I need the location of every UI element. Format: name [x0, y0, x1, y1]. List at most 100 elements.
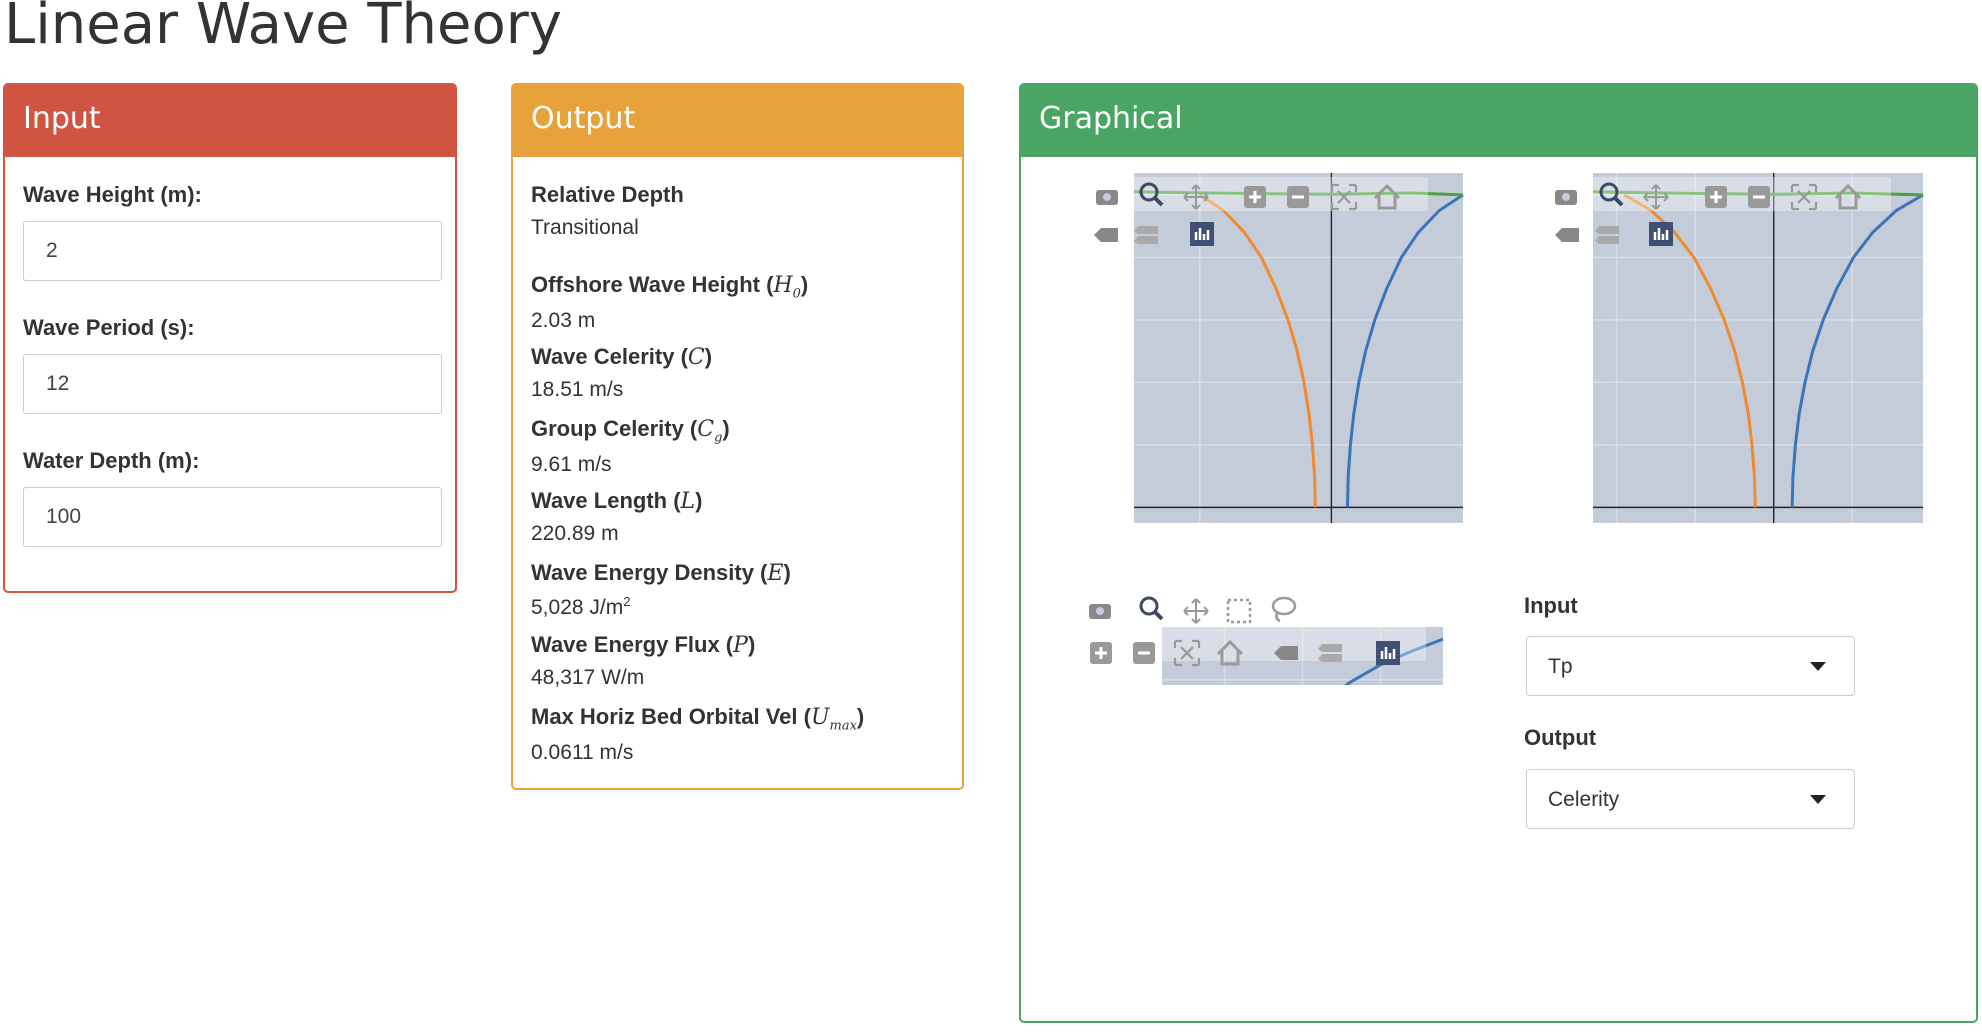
output-panel-heading: Output	[513, 85, 962, 157]
logo-box	[1190, 222, 1214, 246]
zoom-icon[interactable]	[1139, 182, 1164, 207]
orbital-velocity-chart[interactable]	[1021, 85, 1976, 685]
plot-background-1[interactable]	[1593, 173, 1923, 523]
group-celerity-block: Group Celerity (Cg) 9.61 m/s	[531, 416, 730, 477]
input-panel-heading: Input	[5, 85, 455, 157]
zoom-out-icon[interactable]	[1748, 186, 1770, 208]
logo-bars	[1380, 647, 1396, 659]
wave-celerity-block: Wave Celerity (C) 18.51 m/s	[531, 344, 712, 402]
zoom-in-icon[interactable]	[1090, 642, 1112, 664]
zoom-out-icon[interactable]	[1287, 186, 1309, 208]
zoom-out-icon[interactable]	[1133, 642, 1155, 664]
home-icon[interactable]	[1216, 639, 1244, 666]
pan-icon[interactable]	[1183, 184, 1209, 210]
bed-orbital-vel-block: Max Horiz Bed Orbital Vel (Umax) 0.0611 …	[531, 704, 864, 765]
water-depth-input[interactable]	[23, 487, 442, 547]
wave-height-input[interactable]	[23, 221, 442, 281]
tags	[1134, 226, 1158, 244]
arrows	[1643, 184, 1669, 210]
frame	[1173, 639, 1201, 667]
plus	[1095, 647, 1107, 659]
logo-box	[1376, 641, 1400, 665]
energy-density-value: 5,028 J/m	[531, 596, 624, 619]
wave-length-value: 220.89 m	[531, 522, 619, 545]
autoscale-icon[interactable]	[1790, 183, 1818, 211]
logo-bars	[1194, 228, 1210, 240]
zoom-icon[interactable]	[1139, 596, 1164, 621]
magnifier-handle	[1153, 610, 1164, 621]
input-select[interactable]: Tp	[1526, 636, 1855, 696]
group-celerity-subscript: g	[714, 430, 723, 446]
autoscale-icon[interactable]	[1173, 639, 1201, 667]
plot-background-0[interactable]	[1134, 173, 1463, 523]
zoom-in-icon[interactable]	[1244, 186, 1266, 208]
magnifier	[1139, 596, 1159, 616]
pan-icon[interactable]	[1183, 598, 1209, 624]
bed-orbital-vel-subscript: max	[829, 718, 857, 734]
series-line-0-1	[1198, 193, 1317, 508]
spike-lines-icon[interactable]	[1555, 228, 1579, 242]
paren-close: )	[695, 488, 703, 513]
modebar-background	[1566, 177, 1891, 211]
zoom-icon[interactable]	[1599, 182, 1624, 207]
paren-close: )	[783, 560, 791, 585]
wave-period-label: Wave Period (s):	[23, 315, 195, 340]
home-icon[interactable]	[1834, 183, 1862, 210]
chevron-down-icon	[1810, 795, 1826, 804]
logo-box	[1649, 222, 1673, 246]
camera-icon[interactable]	[1096, 190, 1118, 205]
compare-hover-icon[interactable]	[1595, 226, 1619, 244]
plotly-logo-icon[interactable]	[1649, 222, 1673, 246]
camera-icon[interactable]	[1555, 190, 1577, 205]
paren-close: )	[722, 416, 730, 441]
series-line-1-0	[1790, 193, 1924, 508]
plus	[1249, 191, 1261, 203]
offshore-wave-height-symbol: H	[773, 273, 793, 298]
magnifier-handle	[1153, 196, 1164, 207]
logo-bars	[1653, 228, 1669, 240]
bed-orbital-vel-value: 0.0611 m/s	[531, 741, 634, 765]
camera-icon[interactable]	[1089, 604, 1111, 619]
offshore-wave-height-subscript: 0	[792, 286, 801, 302]
graphical-panel: Graphical Input Tp Output Celerity	[1019, 83, 1978, 1023]
autoscale-icon[interactable]	[1330, 183, 1358, 211]
lasso-select-icon[interactable]	[1271, 596, 1297, 623]
tag	[1555, 228, 1579, 242]
plotly-logo-icon[interactable]	[1190, 222, 1214, 246]
wave-celerity-symbol: C	[687, 345, 705, 370]
wave-period-input[interactable]	[23, 354, 442, 414]
wave-height-label: Wave Height (m):	[23, 182, 202, 207]
output-select[interactable]: Celerity	[1526, 769, 1855, 829]
spike-lines-icon[interactable]	[1274, 646, 1298, 660]
wave-length-symbol: L	[680, 489, 696, 514]
energy-flux-value: 48,317 W/m	[531, 666, 645, 689]
water-depth-label: Water Depth (m):	[23, 448, 200, 473]
magnifier	[1599, 182, 1619, 202]
offshore-wave-height-value: 2.03 m	[531, 309, 596, 333]
camera-lens	[1562, 193, 1570, 201]
relative-depth-block: Relative Depth Transitional	[531, 182, 684, 240]
output-panel: Output Relative Depth Transitional Offsh…	[511, 83, 964, 790]
plotly-logo-icon[interactable]	[1376, 641, 1400, 665]
energy-density-unit-exponent: 2	[623, 594, 631, 609]
home-icon[interactable]	[1373, 183, 1401, 210]
energy-flux-symbol: P	[733, 633, 748, 658]
spike-lines-icon[interactable]	[1094, 228, 1118, 242]
output-select-label: Output	[1524, 725, 1597, 750]
energy-density-block: Wave Energy Density (E) 5,028 J/m2	[531, 560, 791, 620]
pan-icon[interactable]	[1643, 184, 1669, 210]
energy-flux-label: Wave Energy Flux (	[531, 632, 734, 657]
arrows	[1183, 598, 1209, 624]
zoom-in-icon[interactable]	[1705, 186, 1727, 208]
paren-close: )	[856, 704, 865, 729]
camera-lens	[1103, 193, 1111, 201]
house	[1216, 639, 1244, 666]
box-select-icon[interactable]	[1226, 598, 1252, 624]
tag	[1094, 228, 1118, 242]
compare-hover-icon[interactable]	[1134, 226, 1158, 244]
chevron-down-icon	[1810, 662, 1826, 671]
wave-celerity-value: 18.51 m/s	[531, 378, 624, 401]
compare-hover-icon[interactable]	[1318, 644, 1342, 662]
wave-length-label: Wave Length (	[531, 488, 681, 513]
tags	[1318, 644, 1342, 662]
